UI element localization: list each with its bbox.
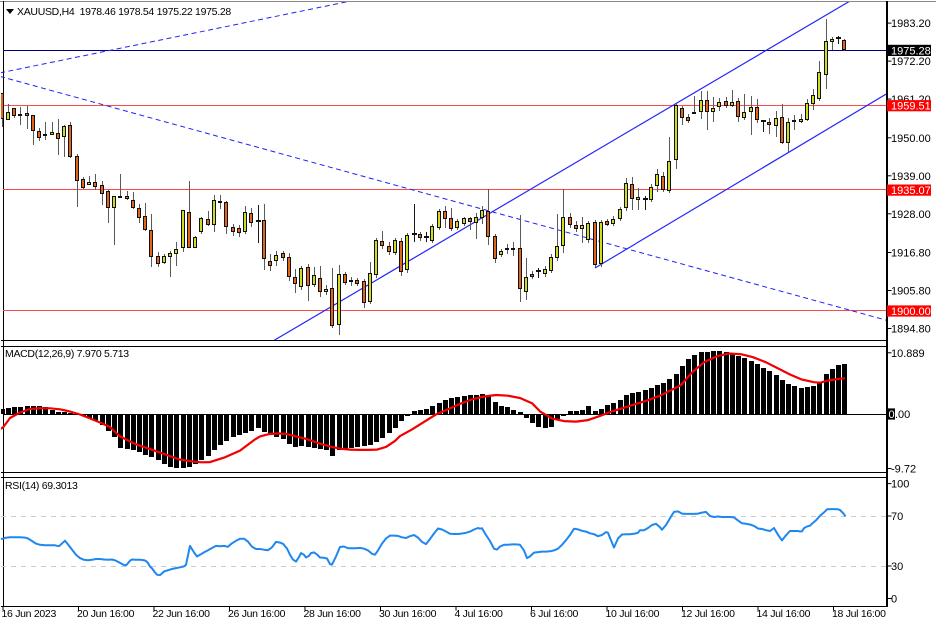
svg-text:1959.51: 1959.51 xyxy=(891,101,931,113)
svg-text:1935.07: 1935.07 xyxy=(891,185,931,197)
svg-text:MACD(12,26,9) 7.970 5.713: MACD(12,26,9) 7.970 5.713 xyxy=(5,348,129,360)
svg-text:.00: .00 xyxy=(895,409,910,421)
svg-text:RSI(14) 69.3013: RSI(14) 69.3013 xyxy=(5,480,78,492)
svg-text:1916.80: 1916.80 xyxy=(891,248,931,260)
svg-text:0: 0 xyxy=(889,409,895,421)
svg-text:1972.20: 1972.20 xyxy=(891,56,931,68)
svg-text:1950.00: 1950.00 xyxy=(891,133,931,145)
svg-text:14 Jul 16:00: 14 Jul 16:00 xyxy=(757,608,811,620)
svg-text:6 Jul 16:00: 6 Jul 16:00 xyxy=(530,608,579,620)
svg-text:30: 30 xyxy=(891,561,903,573)
svg-text:100: 100 xyxy=(891,479,909,491)
svg-text:0: 0 xyxy=(891,594,897,606)
svg-text:1983.20: 1983.20 xyxy=(891,18,931,30)
svg-text:1939.00: 1939.00 xyxy=(891,171,931,183)
svg-text:70: 70 xyxy=(891,511,903,523)
svg-text:30 Jun 16:00: 30 Jun 16:00 xyxy=(379,608,437,620)
svg-text:16 Jun 2023: 16 Jun 2023 xyxy=(2,608,57,620)
svg-text:28 Jun 16:00: 28 Jun 16:00 xyxy=(304,608,362,620)
svg-text:XAUUSD,H4 1978.46 1978.54 197: XAUUSD,H4 1978.46 1978.54 1975.22 1975.2… xyxy=(17,6,231,18)
svg-text:4 Jul 16:00: 4 Jul 16:00 xyxy=(455,608,504,620)
svg-text:1975.28: 1975.28 xyxy=(891,45,931,57)
svg-text:1894.80: 1894.80 xyxy=(891,324,931,336)
svg-text:10 Jul 16:00: 10 Jul 16:00 xyxy=(606,608,660,620)
svg-text:22 Jun 16:00: 22 Jun 16:00 xyxy=(153,608,211,620)
svg-text:10.889: 10.889 xyxy=(891,348,925,360)
svg-text:1905.80: 1905.80 xyxy=(891,286,931,298)
svg-text:1900.00: 1900.00 xyxy=(891,306,931,318)
svg-text:12 Jul 16:00: 12 Jul 16:00 xyxy=(681,608,735,620)
svg-text:1928.00: 1928.00 xyxy=(891,209,931,221)
svg-text:20 Jun 16:00: 20 Jun 16:00 xyxy=(77,608,135,620)
svg-text:-9.72: -9.72 xyxy=(891,464,916,476)
svg-text:26 Jun 16:00: 26 Jun 16:00 xyxy=(228,608,286,620)
svg-text:18 Jul 16:00: 18 Jul 16:00 xyxy=(832,608,886,620)
